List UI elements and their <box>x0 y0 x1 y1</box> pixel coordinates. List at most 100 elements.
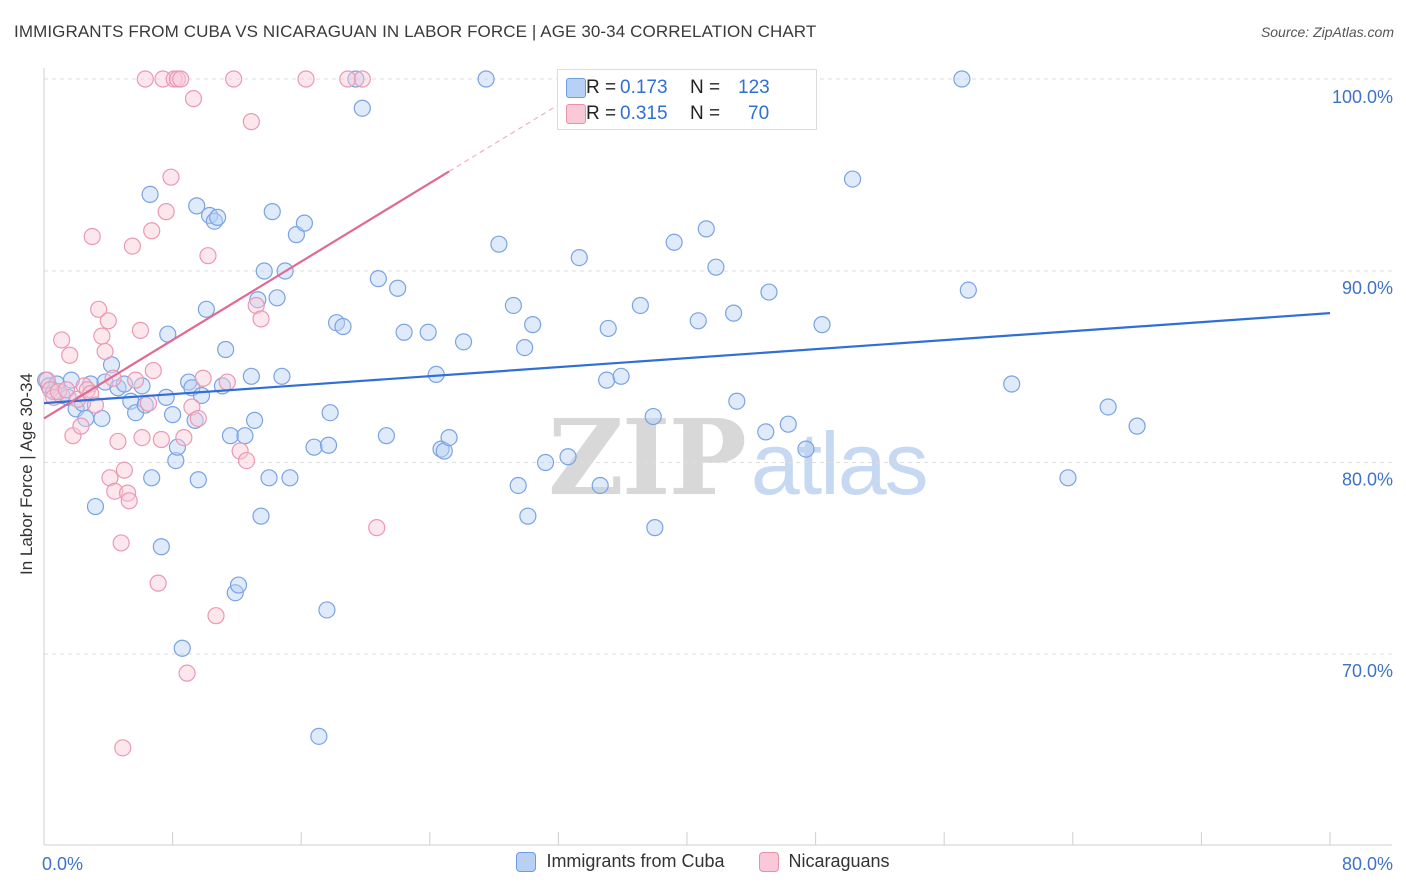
cuba-point <box>377 427 395 445</box>
series-legend: Immigrants from Cuba Nicaraguans <box>0 851 1406 872</box>
nicaraguan-point <box>99 312 117 330</box>
cuba-point <box>217 340 235 359</box>
cuba-point <box>242 367 260 385</box>
cuba-point <box>440 429 458 447</box>
nicaraguan-point <box>93 327 111 345</box>
cuba-point <box>273 367 291 385</box>
legend-item-nicaraguans[interactable]: Nicaraguans <box>758 851 890 872</box>
chart-title: IMMIGRANTS FROM CUBA VS NICARAGUAN IN LA… <box>14 22 817 41</box>
y-tick-label: 70.0% <box>1342 661 1393 681</box>
nicaraguan-point <box>133 429 151 447</box>
cuba-point <box>268 289 286 307</box>
cuba-point <box>143 469 161 487</box>
nicaraguans-legend-swatch <box>758 851 779 872</box>
cuba-point <box>631 296 649 315</box>
y-axis-label: In Labor Force | Age 30-34 <box>17 373 36 575</box>
cuba-point <box>509 476 527 495</box>
nicaraguan-point <box>152 430 170 449</box>
cuba-point <box>86 497 105 516</box>
nicaraguan-point <box>218 373 236 391</box>
cuba-point <box>591 476 609 495</box>
nicaraguan-point <box>207 607 225 625</box>
cuba-point <box>725 304 743 322</box>
cuba-legend-label: Immigrants from Cuba <box>546 851 725 871</box>
nicaraguan-point <box>242 113 260 131</box>
cuba-legend-swatch <box>516 851 537 872</box>
x-tick-label: 80.0% <box>1342 854 1393 874</box>
nicaraguan-point <box>115 461 133 479</box>
cuba-point <box>536 453 555 472</box>
cuba-point <box>353 99 371 117</box>
nicaraguans-swatch <box>566 104 586 124</box>
nicaraguan-point <box>172 70 190 88</box>
r-value: 0.173 <box>620 77 668 98</box>
cuba-point <box>305 438 323 456</box>
source-credit: Source: ZipAtlas.com <box>1260 24 1394 40</box>
nicaraguan-point <box>199 247 217 265</box>
cuba-point <box>646 519 664 537</box>
nicaraguan-point <box>109 432 127 451</box>
nicaraguan-point <box>157 203 175 221</box>
n-label: N = <box>690 77 721 98</box>
cuba-point <box>168 438 187 456</box>
cuba-point <box>504 296 522 315</box>
r-label: R = <box>586 103 617 124</box>
cuba-point <box>454 333 473 351</box>
cuba-point <box>369 270 387 288</box>
nicaraguan-point <box>162 168 180 186</box>
cuba-point <box>953 70 971 88</box>
cuba-point <box>255 262 273 280</box>
cuba-point <box>229 576 248 594</box>
cuba-point <box>959 281 977 299</box>
nicaraguan-point <box>114 739 132 757</box>
nicaraguan-point <box>144 361 162 380</box>
nicaraguan-point <box>53 331 71 349</box>
cuba-point <box>334 317 352 336</box>
nicaraguan-point <box>96 342 114 361</box>
cuba-point <box>133 377 151 395</box>
cuba-point <box>477 70 495 88</box>
cuba-point <box>310 727 328 745</box>
nicaraguan-point <box>368 519 386 537</box>
cuba-point <box>419 323 437 341</box>
cuba-point <box>281 469 299 487</box>
cuba-point <box>435 442 453 460</box>
cuba-point <box>598 371 616 389</box>
nicaraguan-trend-line <box>43 170 450 420</box>
cuba-point <box>843 170 862 188</box>
y-tick-label: 100.0% <box>1332 87 1393 107</box>
nicaraguan-point <box>252 310 270 328</box>
cuba-point <box>252 507 270 525</box>
nicaraguan-point <box>297 70 315 88</box>
cuba-point <box>164 406 182 424</box>
watermark-zip: ZIP <box>548 396 747 519</box>
nicaraguan-point <box>225 70 243 88</box>
n-label: N = <box>690 103 721 124</box>
cuba-point <box>197 300 215 318</box>
nicaraguan-point <box>237 451 256 470</box>
r-value: 0.315 <box>620 103 668 124</box>
nicaraguan-point <box>112 534 130 552</box>
cuba-point <box>157 388 175 406</box>
cuba-point <box>599 319 617 338</box>
cuba-point <box>295 214 314 232</box>
cuba-point <box>760 283 778 301</box>
nicaraguan-point <box>339 70 357 88</box>
nicaraguan-point <box>184 90 203 108</box>
legend-item-cuba[interactable]: Immigrants from Cuba <box>516 851 725 872</box>
cuba-point <box>524 316 542 334</box>
nicaraguan-point <box>149 574 167 592</box>
cuba-point <box>689 312 707 330</box>
nicaraguan-point <box>178 664 196 682</box>
cuba-point <box>644 407 662 426</box>
x-tick-label: 0.0% <box>42 854 83 874</box>
cuba-point <box>221 427 240 445</box>
nicaraguan-point <box>72 417 90 435</box>
nicaraguan-point <box>175 429 193 447</box>
cuba-point <box>516 339 534 357</box>
cuba-point <box>757 423 775 441</box>
cuba-point <box>209 208 227 226</box>
cuba-point <box>167 451 185 470</box>
nicaraguan-point <box>123 237 142 255</box>
